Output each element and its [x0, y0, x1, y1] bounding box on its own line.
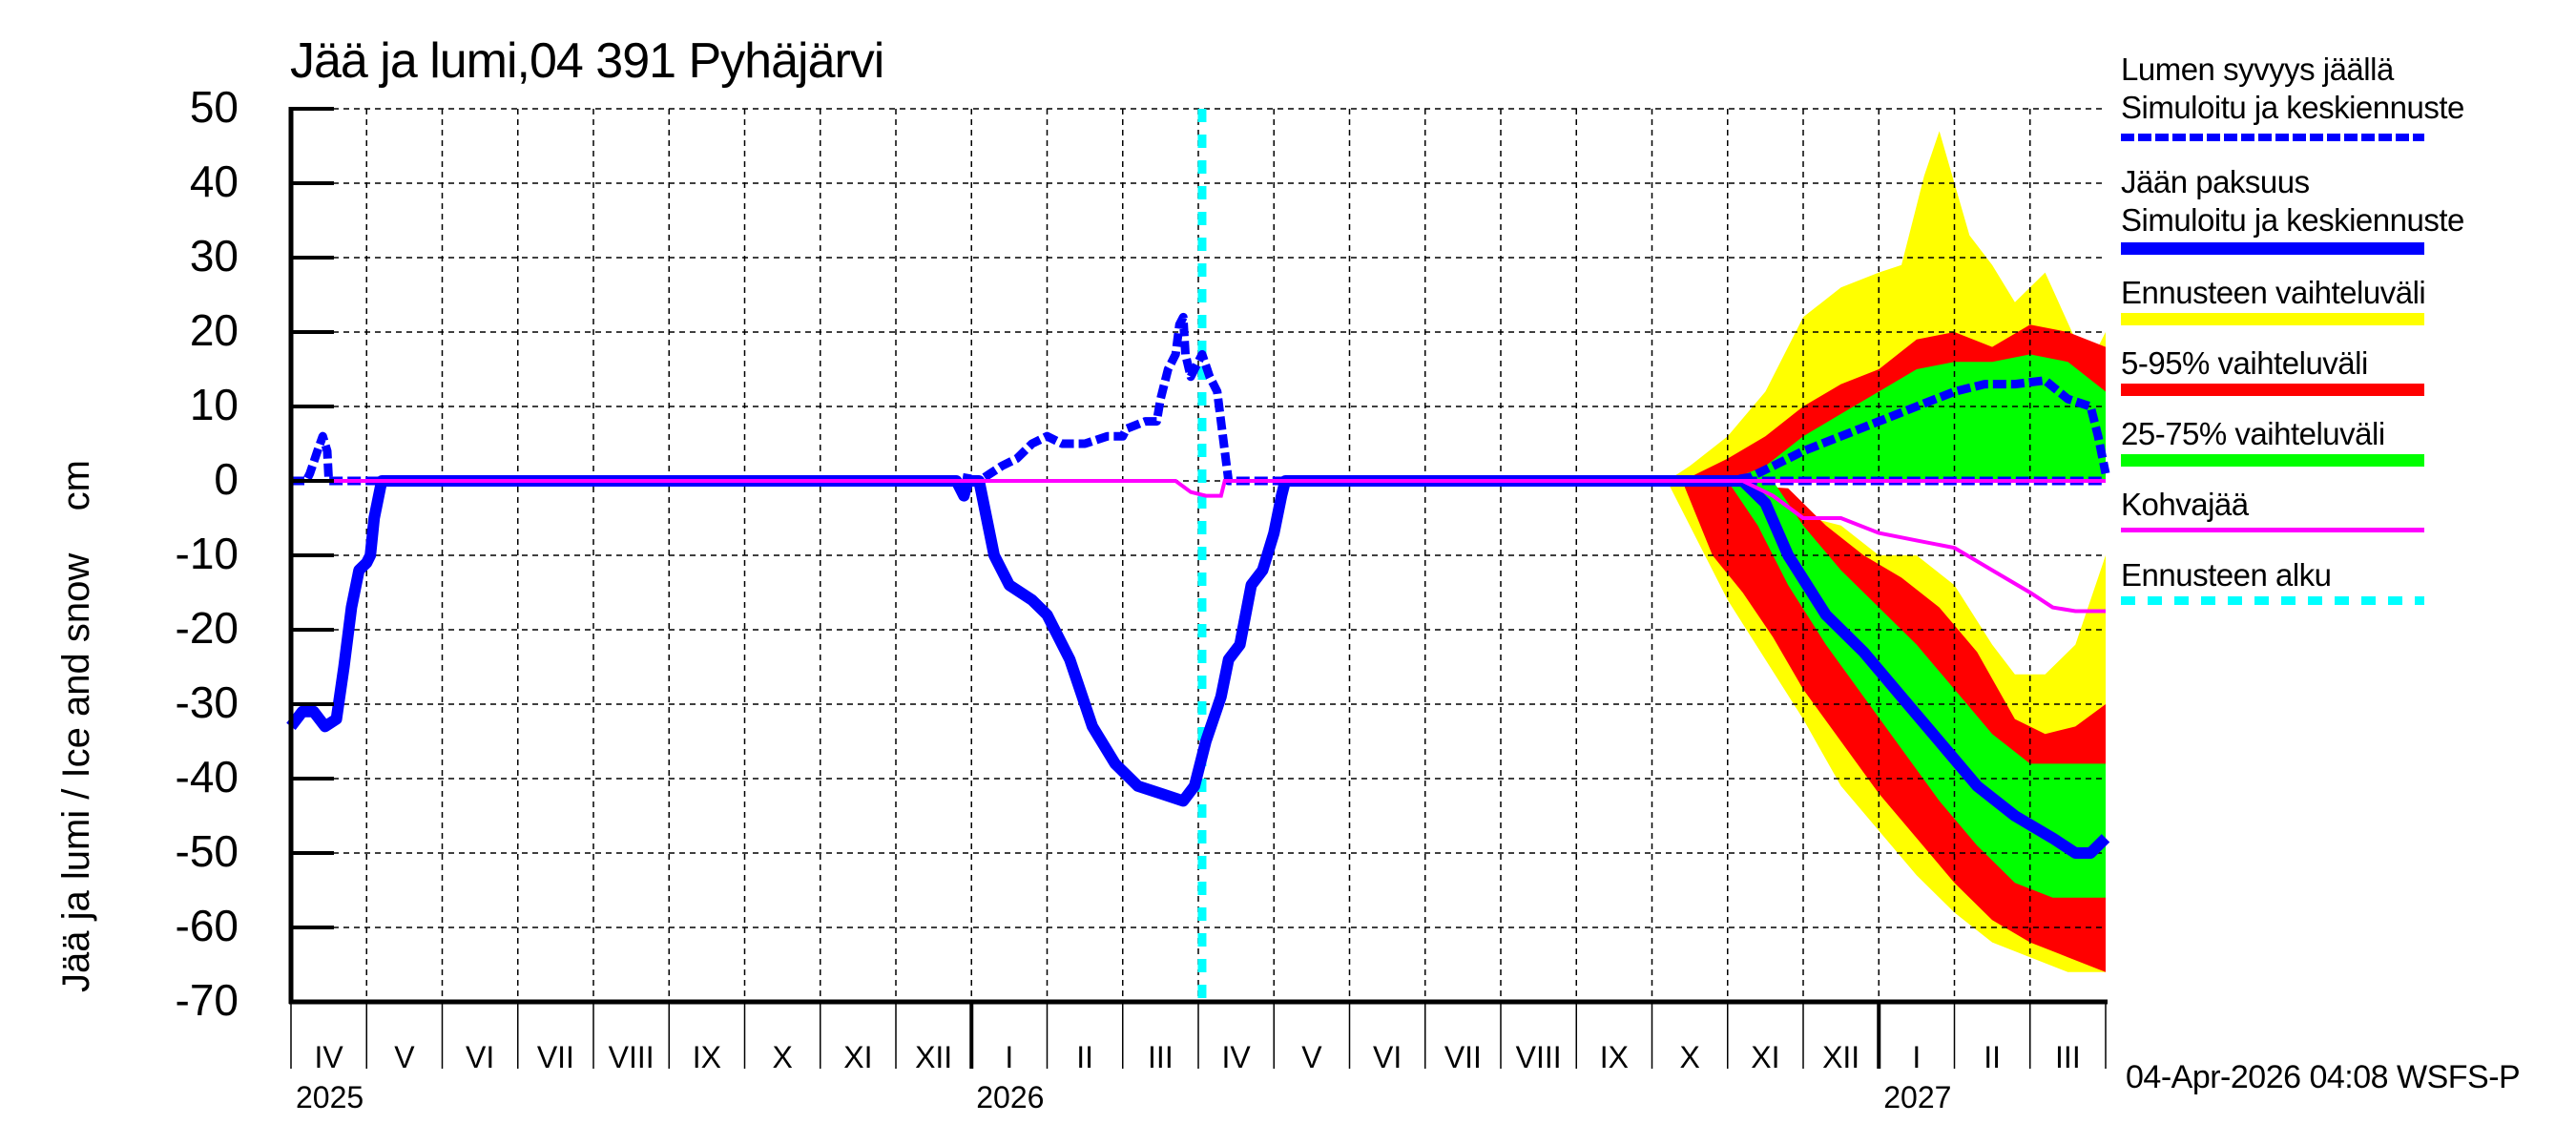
month-label: V [394, 1040, 415, 1074]
y-tick-label: -50 [175, 826, 239, 876]
year-label: 2025 [296, 1080, 364, 1114]
legend-25-75-label: 25-75% vaihteluväli [2121, 416, 2385, 451]
month-label: V [1301, 1040, 1322, 1074]
month-label: VII [536, 1040, 574, 1074]
legend-range-swatch [2121, 313, 2424, 325]
ice-thickness-line [286, 475, 2110, 859]
legend-ice-title: Jään paksuus [2121, 164, 2310, 199]
month-label: VIII [1515, 1040, 1562, 1074]
band-ice [1727, 481, 2106, 898]
legend-range-label: Ennusteen vaihteluväli [2121, 275, 2426, 310]
y-tick-label: 20 [189, 305, 239, 355]
y-tick-label: -70 [175, 975, 239, 1025]
legend-forecast-start-label: Ennusteen alku [2121, 557, 2332, 593]
y-axis-label: Jää ja lumi / Ice and snow cm [55, 459, 97, 992]
chart-title: Jää ja lumi,04 391 Pyhäjärvi [290, 33, 884, 89]
y-tick-label: -10 [175, 529, 239, 578]
legend-kohvajaa-swatch [2121, 528, 2424, 532]
month-label: I [1005, 1040, 1014, 1074]
legend-snow-title: Lumen syvyys jäällä [2121, 52, 2394, 87]
month-label: II [1076, 1040, 1094, 1074]
y-tick-label: 30 [189, 231, 239, 281]
y-tick-label: 40 [189, 156, 239, 206]
legend-ice-swatch [2121, 242, 2424, 255]
legend-5-95-swatch [2121, 384, 2424, 396]
month-label: VIII [608, 1040, 654, 1074]
timestamp: 04-Apr-2026 04:08 WSFS-P [2126, 1059, 2521, 1095]
kohvajaa-line [291, 479, 2106, 498]
legend-25-75-swatch [2121, 454, 2424, 467]
legend-snow-swatch [2121, 134, 2424, 141]
month-label: XII [1822, 1040, 1860, 1074]
month-label: X [772, 1040, 793, 1074]
kohvajaa-forecast-line [1741, 479, 2106, 614]
y-tick-label: -20 [175, 603, 239, 653]
month-label: X [1679, 1040, 1700, 1074]
forecast-bands [1667, 131, 2106, 972]
legend-snow-subtitle: Simuloitu ja keskiennuste [2121, 90, 2464, 125]
month-label: XII [915, 1040, 953, 1074]
snow-depth-line [1667, 376, 2110, 486]
month-label: VII [1444, 1040, 1482, 1074]
month-label: IX [692, 1040, 721, 1074]
axes-frame [288, 107, 2108, 1069]
year-label: 2026 [976, 1080, 1045, 1114]
legend-kohvajaa-label: Kohvajää [2121, 487, 2249, 522]
y-tick-label: -30 [175, 677, 239, 727]
month-label: III [1148, 1040, 1174, 1074]
month-label: IX [1599, 1040, 1629, 1074]
legend-forecast-start-swatch [2121, 596, 2424, 605]
month-label: II [1984, 1040, 2002, 1074]
month-label: VI [466, 1040, 495, 1074]
y-tick-label: 0 [214, 454, 239, 504]
month-label: XI [843, 1040, 873, 1074]
y-tick-label: -60 [175, 901, 239, 950]
month-label: IV [314, 1040, 343, 1074]
y-tick-label: 50 [189, 82, 239, 132]
y-tick-label: -40 [175, 752, 239, 802]
legend-5-95-label: 5-95% vaihteluväli [2121, 345, 2368, 381]
year-label: 2027 [1883, 1080, 1952, 1114]
legend-ice-subtitle: Simuloitu ja keskiennuste [2121, 202, 2464, 238]
month-label: IV [1221, 1040, 1251, 1074]
y-tick-label: 10 [189, 380, 239, 429]
month-label: VI [1373, 1040, 1402, 1074]
month-label: III [2055, 1040, 2081, 1074]
month-label: XI [1751, 1040, 1780, 1074]
month-label: I [1912, 1040, 1922, 1074]
